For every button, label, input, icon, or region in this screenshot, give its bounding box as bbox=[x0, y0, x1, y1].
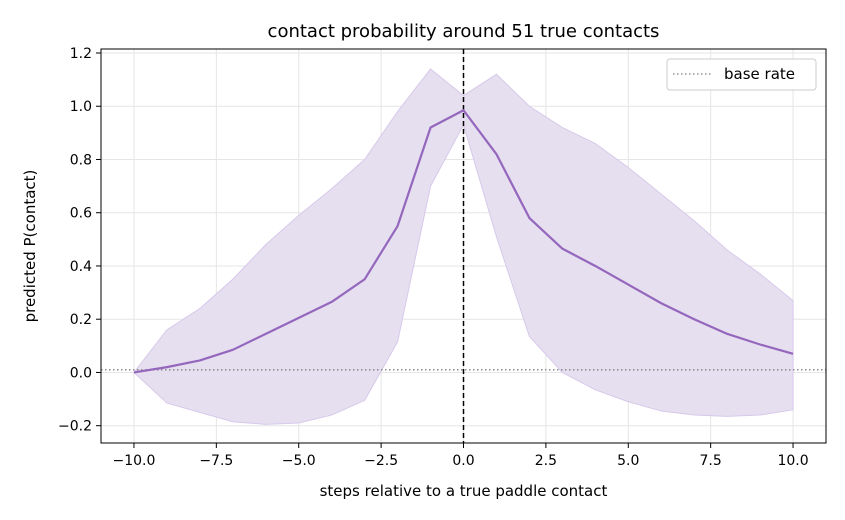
y-tick-label: 0.0 bbox=[70, 365, 92, 381]
x-tick-label: −5.0 bbox=[282, 453, 316, 469]
x-axis-label: steps relative to a true paddle contact bbox=[320, 482, 608, 500]
x-tick-label: −2.5 bbox=[364, 453, 398, 469]
legend-box bbox=[666, 58, 817, 91]
x-tick-label: 10.0 bbox=[777, 453, 808, 469]
x-tick-label: −10.0 bbox=[113, 453, 156, 469]
y-tick-label: 1.0 bbox=[70, 99, 92, 115]
y-tick-label: 0.8 bbox=[70, 152, 92, 168]
y-axis: −0.2 0.0 0.2 0.4 0.6 0.8 1.0 1.2 bbox=[58, 46, 101, 435]
y-tick-label: 0.6 bbox=[70, 206, 92, 222]
y-axis-label: predicted P(contact) bbox=[21, 170, 39, 323]
mean-series-line bbox=[133, 109, 794, 374]
chart-title: contact probability around 51 true conta… bbox=[268, 21, 660, 42]
legend-label-base-rate: base rate bbox=[724, 65, 795, 83]
y-tick-label: −0.2 bbox=[58, 419, 92, 435]
y-tick-label: 1.2 bbox=[70, 46, 92, 62]
y-tick-label: 0.4 bbox=[70, 259, 92, 275]
x-tick-label: 0.0 bbox=[452, 453, 474, 469]
confidence-band bbox=[133, 68, 794, 425]
x-axis: −10.0 −7.5 −5.0 −2.5 0.0 2.5 5.0 7.5 10.0 bbox=[113, 443, 809, 469]
y-tick-label: 0.2 bbox=[70, 312, 92, 328]
x-tick-label: 7.5 bbox=[700, 453, 722, 469]
legend: base rate bbox=[666, 58, 817, 91]
x-tick-label: 5.0 bbox=[617, 453, 639, 469]
x-tick-label: −7.5 bbox=[199, 453, 233, 469]
x-tick-label: 2.5 bbox=[535, 453, 557, 469]
